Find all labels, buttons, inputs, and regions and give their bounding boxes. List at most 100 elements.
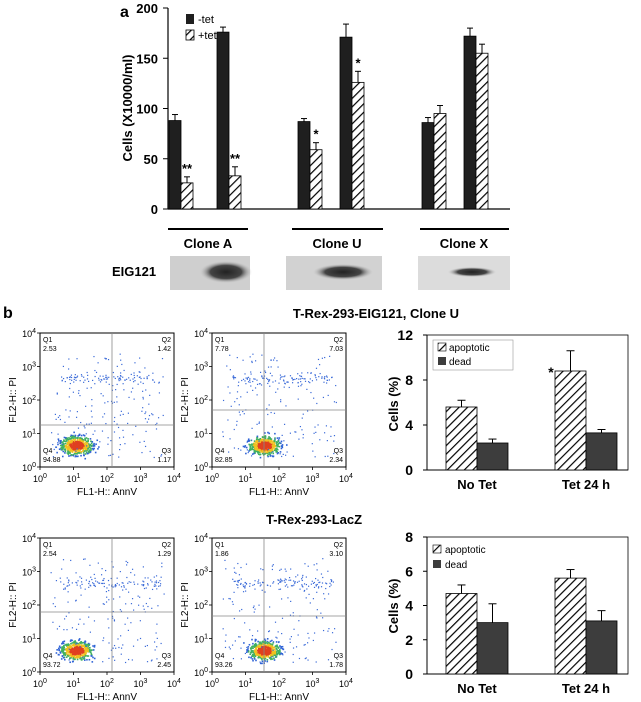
panel-b-label: b xyxy=(3,305,13,322)
bar-dead-no-tet xyxy=(476,442,509,471)
quadrant-percent: 2.54 xyxy=(43,551,57,558)
x-tick-label: 101 xyxy=(239,473,253,484)
x-tick-label: 101 xyxy=(67,473,81,484)
blot-band-clone-u xyxy=(313,264,373,280)
scatter-dots xyxy=(222,353,337,459)
y-tick-label: 12 xyxy=(397,327,413,343)
y-tick-label: 102 xyxy=(22,395,36,406)
apoptosis-bar-chart-eig121: 0 4 8 12 No Tet * Tet 24 h Cells (%) apoptoti… xyxy=(386,327,629,492)
y-tick-label: 50 xyxy=(144,152,158,167)
legend-swatch-dead xyxy=(433,560,441,568)
plot-frame xyxy=(426,334,629,471)
legend-swatch-plus-tet xyxy=(185,29,195,41)
quadrant-percent: 2.34 xyxy=(329,457,343,464)
x-tick-label: 100 xyxy=(33,473,47,484)
apoptosis-bar-chart-lacz: 0 2 4 6 8 No Tet Tet 24 h Cells (%) apoptotic… xyxy=(386,529,629,696)
quadrant-percent: 1.42 xyxy=(157,346,171,353)
y-tick-label: 4 xyxy=(405,598,413,614)
y-tick-label: 0 xyxy=(405,666,413,682)
y-tick-label: 102 xyxy=(22,600,36,611)
x-tick-label: 104 xyxy=(339,473,353,484)
x-tick-label: 100 xyxy=(205,678,219,689)
x-tick-label: 102 xyxy=(272,473,286,484)
y-tick-label: 103 xyxy=(22,362,36,373)
y-tick-label: 103 xyxy=(194,567,208,578)
clone-x-label: Clone X xyxy=(440,236,489,251)
y-tick-label: 8 xyxy=(405,529,413,545)
bar-plus-tet-U-1 xyxy=(309,149,323,210)
x-category-label: No Tet xyxy=(457,477,497,492)
y-tick-label: 104 xyxy=(22,533,36,544)
bar-dead-no-tet xyxy=(476,622,509,675)
quadrant-percent: 1.17 xyxy=(157,457,171,464)
y-tick-label: 101 xyxy=(194,429,208,440)
x-tick-label: 103 xyxy=(134,473,148,484)
bar-apoptotic-tet-24-h xyxy=(554,370,587,471)
legend-label-plus-tet: +tet xyxy=(198,30,217,42)
quadrant-name: Q1 xyxy=(215,542,224,549)
x-tick-label: 102 xyxy=(272,678,286,689)
quadrant-name: Q4 xyxy=(215,653,224,660)
x-tick-label: 103 xyxy=(134,678,148,689)
plot-frame xyxy=(211,332,347,468)
quadrant-name: Q3 xyxy=(334,653,343,660)
legend: apoptotic dead xyxy=(432,544,486,571)
y-tick-label: 102 xyxy=(194,600,208,611)
western-blot: EIG121 xyxy=(112,256,510,290)
legend-swatch-minus-tet xyxy=(186,14,194,24)
plot-frame xyxy=(39,332,175,468)
quadrant-percent: 2.53 xyxy=(43,346,57,353)
y-tick-label: 0 xyxy=(405,462,413,478)
y-tick-label: 101 xyxy=(194,634,208,645)
scatter-dots xyxy=(50,558,165,664)
quadrant-percent: 93.26 xyxy=(215,662,233,669)
legend-swatch-apoptotic xyxy=(432,544,442,554)
scatter-dots xyxy=(51,353,164,460)
x-axis-label: FL1-H:: AnnV xyxy=(77,487,137,498)
quadrant-percent: 7.03 xyxy=(329,346,343,353)
legend: apoptotic dead xyxy=(432,339,514,371)
x-tick-label: 101 xyxy=(239,678,253,689)
y-axis-label: Cells (%) xyxy=(386,377,401,432)
significance-marker: ** xyxy=(230,151,241,166)
y-tick-label: 100 xyxy=(194,462,208,473)
x-tick-label: 104 xyxy=(167,473,181,484)
x-axis-label: FL1-H:: AnnV xyxy=(249,692,309,702)
bar-plus-tet-U-2 xyxy=(351,81,365,210)
quadrant-name: Q2 xyxy=(334,337,343,344)
y-tick-label: 104 xyxy=(22,328,36,339)
y-tick-label: 104 xyxy=(194,328,208,339)
quadrant-name: Q3 xyxy=(162,653,171,660)
y-tick-label: 150 xyxy=(136,51,158,66)
quadrant-percent: 1.29 xyxy=(157,551,171,558)
clone-u-label: Clone U xyxy=(312,236,361,251)
y-tick-label: 101 xyxy=(22,429,36,440)
x-axis-label: FL1-H:: AnnV xyxy=(77,692,137,702)
bar-minus-tet-A-1 xyxy=(168,120,182,210)
quadrant-percent: 82.85 xyxy=(215,457,233,464)
quadrant-name: Q4 xyxy=(43,653,52,660)
y-axis-label: FL2-H:: PI xyxy=(8,582,19,628)
x-axis-label: FL1-H:: AnnV xyxy=(249,487,309,498)
significance-marker: * xyxy=(313,127,319,142)
blot-label: EIG121 xyxy=(112,264,156,279)
legend: -tet +tet xyxy=(185,14,217,42)
y-tick-label: 103 xyxy=(22,567,36,578)
y-axis-label: FL2-H:: PI xyxy=(8,377,19,423)
quadrant-name: Q3 xyxy=(334,448,343,455)
quadrant-name: Q1 xyxy=(215,337,224,344)
panel-b-title-top: T-Rex-293-EIG121, Clone U xyxy=(293,306,459,321)
bar-plus-tet-X-2 xyxy=(475,52,489,210)
bar-dead-tet-24-h xyxy=(585,620,618,675)
y-axis-label: Cells (X10000/ml) xyxy=(120,55,135,162)
y-tick-label: 100 xyxy=(194,667,208,678)
panel-b-title-bottom: T-Rex-293-LacZ xyxy=(266,512,362,527)
x-category-label: Tet 24 h xyxy=(562,681,610,696)
y-tick-label: 104 xyxy=(194,533,208,544)
y-tick-label: 0 xyxy=(151,202,158,217)
x-tick-label: 101 xyxy=(67,678,81,689)
panel-a-label: a xyxy=(120,4,129,21)
